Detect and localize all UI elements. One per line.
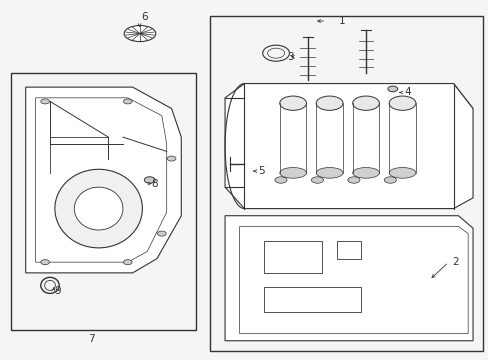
Text: 7: 7 xyxy=(88,334,95,344)
Ellipse shape xyxy=(352,96,379,111)
Ellipse shape xyxy=(167,156,176,161)
Ellipse shape xyxy=(347,177,359,183)
Ellipse shape xyxy=(55,169,142,248)
Ellipse shape xyxy=(316,96,342,111)
Polygon shape xyxy=(26,87,181,273)
Bar xyxy=(11,73,196,330)
Text: 3: 3 xyxy=(287,52,293,62)
Text: 2: 2 xyxy=(452,257,458,267)
Ellipse shape xyxy=(74,187,122,230)
Polygon shape xyxy=(224,84,472,208)
Ellipse shape xyxy=(384,177,396,183)
Ellipse shape xyxy=(388,96,415,111)
Ellipse shape xyxy=(316,167,342,178)
Text: 9: 9 xyxy=(54,286,61,296)
Ellipse shape xyxy=(144,177,155,183)
Ellipse shape xyxy=(274,177,286,183)
Polygon shape xyxy=(224,216,472,341)
Ellipse shape xyxy=(124,26,156,41)
Ellipse shape xyxy=(388,167,415,178)
Ellipse shape xyxy=(279,167,306,178)
Text: 6: 6 xyxy=(141,13,148,22)
Text: 1: 1 xyxy=(338,16,345,26)
Ellipse shape xyxy=(279,96,306,111)
Ellipse shape xyxy=(41,260,49,265)
Bar xyxy=(336,241,361,258)
Bar xyxy=(264,241,322,273)
Ellipse shape xyxy=(352,167,379,178)
Ellipse shape xyxy=(311,177,323,183)
Text: 8: 8 xyxy=(151,179,158,189)
Ellipse shape xyxy=(123,99,132,104)
Ellipse shape xyxy=(157,231,166,236)
Ellipse shape xyxy=(123,260,132,265)
Text: 4: 4 xyxy=(403,87,410,98)
Bar xyxy=(264,287,361,312)
Ellipse shape xyxy=(387,86,397,92)
Ellipse shape xyxy=(41,99,49,104)
Bar xyxy=(210,16,482,351)
Text: 5: 5 xyxy=(258,166,264,176)
